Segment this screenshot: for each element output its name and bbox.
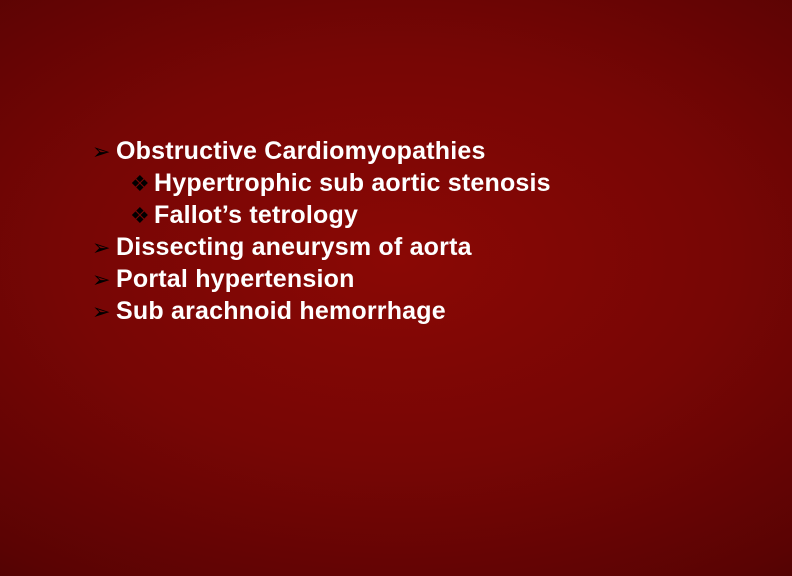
list-item: ➢ Portal hypertension <box>92 263 792 295</box>
list-item: ➢ Obstructive Cardiomyopathies <box>92 135 792 167</box>
arrow-bullet-icon: ➢ <box>92 298 116 326</box>
diamond-bullet-icon: ❖ <box>130 202 154 230</box>
arrow-bullet-icon: ➢ <box>92 266 116 294</box>
diamond-bullet-icon: ❖ <box>130 170 154 198</box>
arrow-bullet-icon: ➢ <box>92 234 116 262</box>
arrow-bullet-icon: ➢ <box>92 138 116 166</box>
list-item-text: Dissecting aneurysm of aorta <box>116 231 472 263</box>
list-item: ❖ Hypertrophic sub aortic stenosis <box>130 167 792 199</box>
list-item: ❖ Fallot’s tetrology <box>130 199 792 231</box>
list-item-text: Fallot’s tetrology <box>154 199 358 231</box>
slide-content: ➢ Obstructive Cardiomyopathies ❖ Hypertr… <box>0 0 792 576</box>
list-item-text: Hypertrophic sub aortic stenosis <box>154 167 551 199</box>
list-item-text: Obstructive Cardiomyopathies <box>116 135 486 167</box>
list-item-text: Sub arachnoid hemorrhage <box>116 295 446 327</box>
list-item: ➢ Dissecting aneurysm of aorta <box>92 231 792 263</box>
list-item-text: Portal hypertension <box>116 263 355 295</box>
list-item: ➢ Sub arachnoid hemorrhage <box>92 295 792 327</box>
